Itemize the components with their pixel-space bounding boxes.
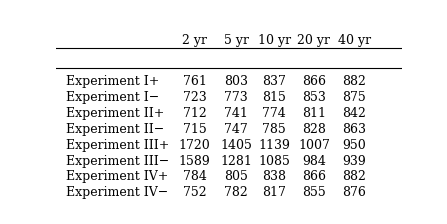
Text: 1405: 1405 [220,139,252,152]
Text: 715: 715 [182,123,207,136]
Text: 761: 761 [182,75,207,88]
Text: Experiment II+: Experiment II+ [66,107,164,120]
Text: 741: 741 [224,107,248,120]
Text: 866: 866 [302,75,326,88]
Text: 5 yr: 5 yr [224,34,249,47]
Text: Experiment IV−: Experiment IV− [66,186,169,199]
Text: 815: 815 [262,91,286,104]
Text: 747: 747 [224,123,248,136]
Text: Experiment III+: Experiment III+ [66,139,170,152]
Text: 828: 828 [302,123,326,136]
Text: 1589: 1589 [178,155,211,168]
Text: 785: 785 [262,123,286,136]
Text: 875: 875 [342,91,367,104]
Text: 882: 882 [342,75,367,88]
Text: 1007: 1007 [298,139,330,152]
Text: Experiment IV+: Experiment IV+ [66,170,169,183]
Text: 984: 984 [302,155,326,168]
Text: 838: 838 [262,170,286,183]
Text: 1720: 1720 [178,139,211,152]
Text: 950: 950 [342,139,367,152]
Text: 40 yr: 40 yr [338,34,371,47]
Text: 1085: 1085 [258,155,290,168]
Text: 882: 882 [342,170,367,183]
Text: 782: 782 [224,186,248,199]
Text: 1139: 1139 [258,139,290,152]
Text: 837: 837 [262,75,286,88]
Text: 774: 774 [262,107,286,120]
Text: 20 yr: 20 yr [297,34,330,47]
Text: 752: 752 [183,186,206,199]
Text: 1281: 1281 [220,155,252,168]
Text: 817: 817 [262,186,286,199]
Text: 10 yr: 10 yr [257,34,291,47]
Text: 939: 939 [342,155,367,168]
Text: 784: 784 [182,170,207,183]
Text: Experiment I−: Experiment I− [66,91,160,104]
Text: 2 yr: 2 yr [182,34,207,47]
Text: 876: 876 [342,186,367,199]
Text: Experiment I+: Experiment I+ [66,75,160,88]
Text: 811: 811 [302,107,326,120]
Text: Experiment II−: Experiment II− [66,123,164,136]
Text: 803: 803 [224,75,248,88]
Text: 855: 855 [302,186,326,199]
Text: 712: 712 [182,107,207,120]
Text: 723: 723 [182,91,207,104]
Text: 863: 863 [342,123,367,136]
Text: 842: 842 [342,107,367,120]
Text: 866: 866 [302,170,326,183]
Text: 853: 853 [302,91,326,104]
Text: Experiment III−: Experiment III− [66,155,169,168]
Text: 805: 805 [224,170,248,183]
Text: 773: 773 [224,91,248,104]
